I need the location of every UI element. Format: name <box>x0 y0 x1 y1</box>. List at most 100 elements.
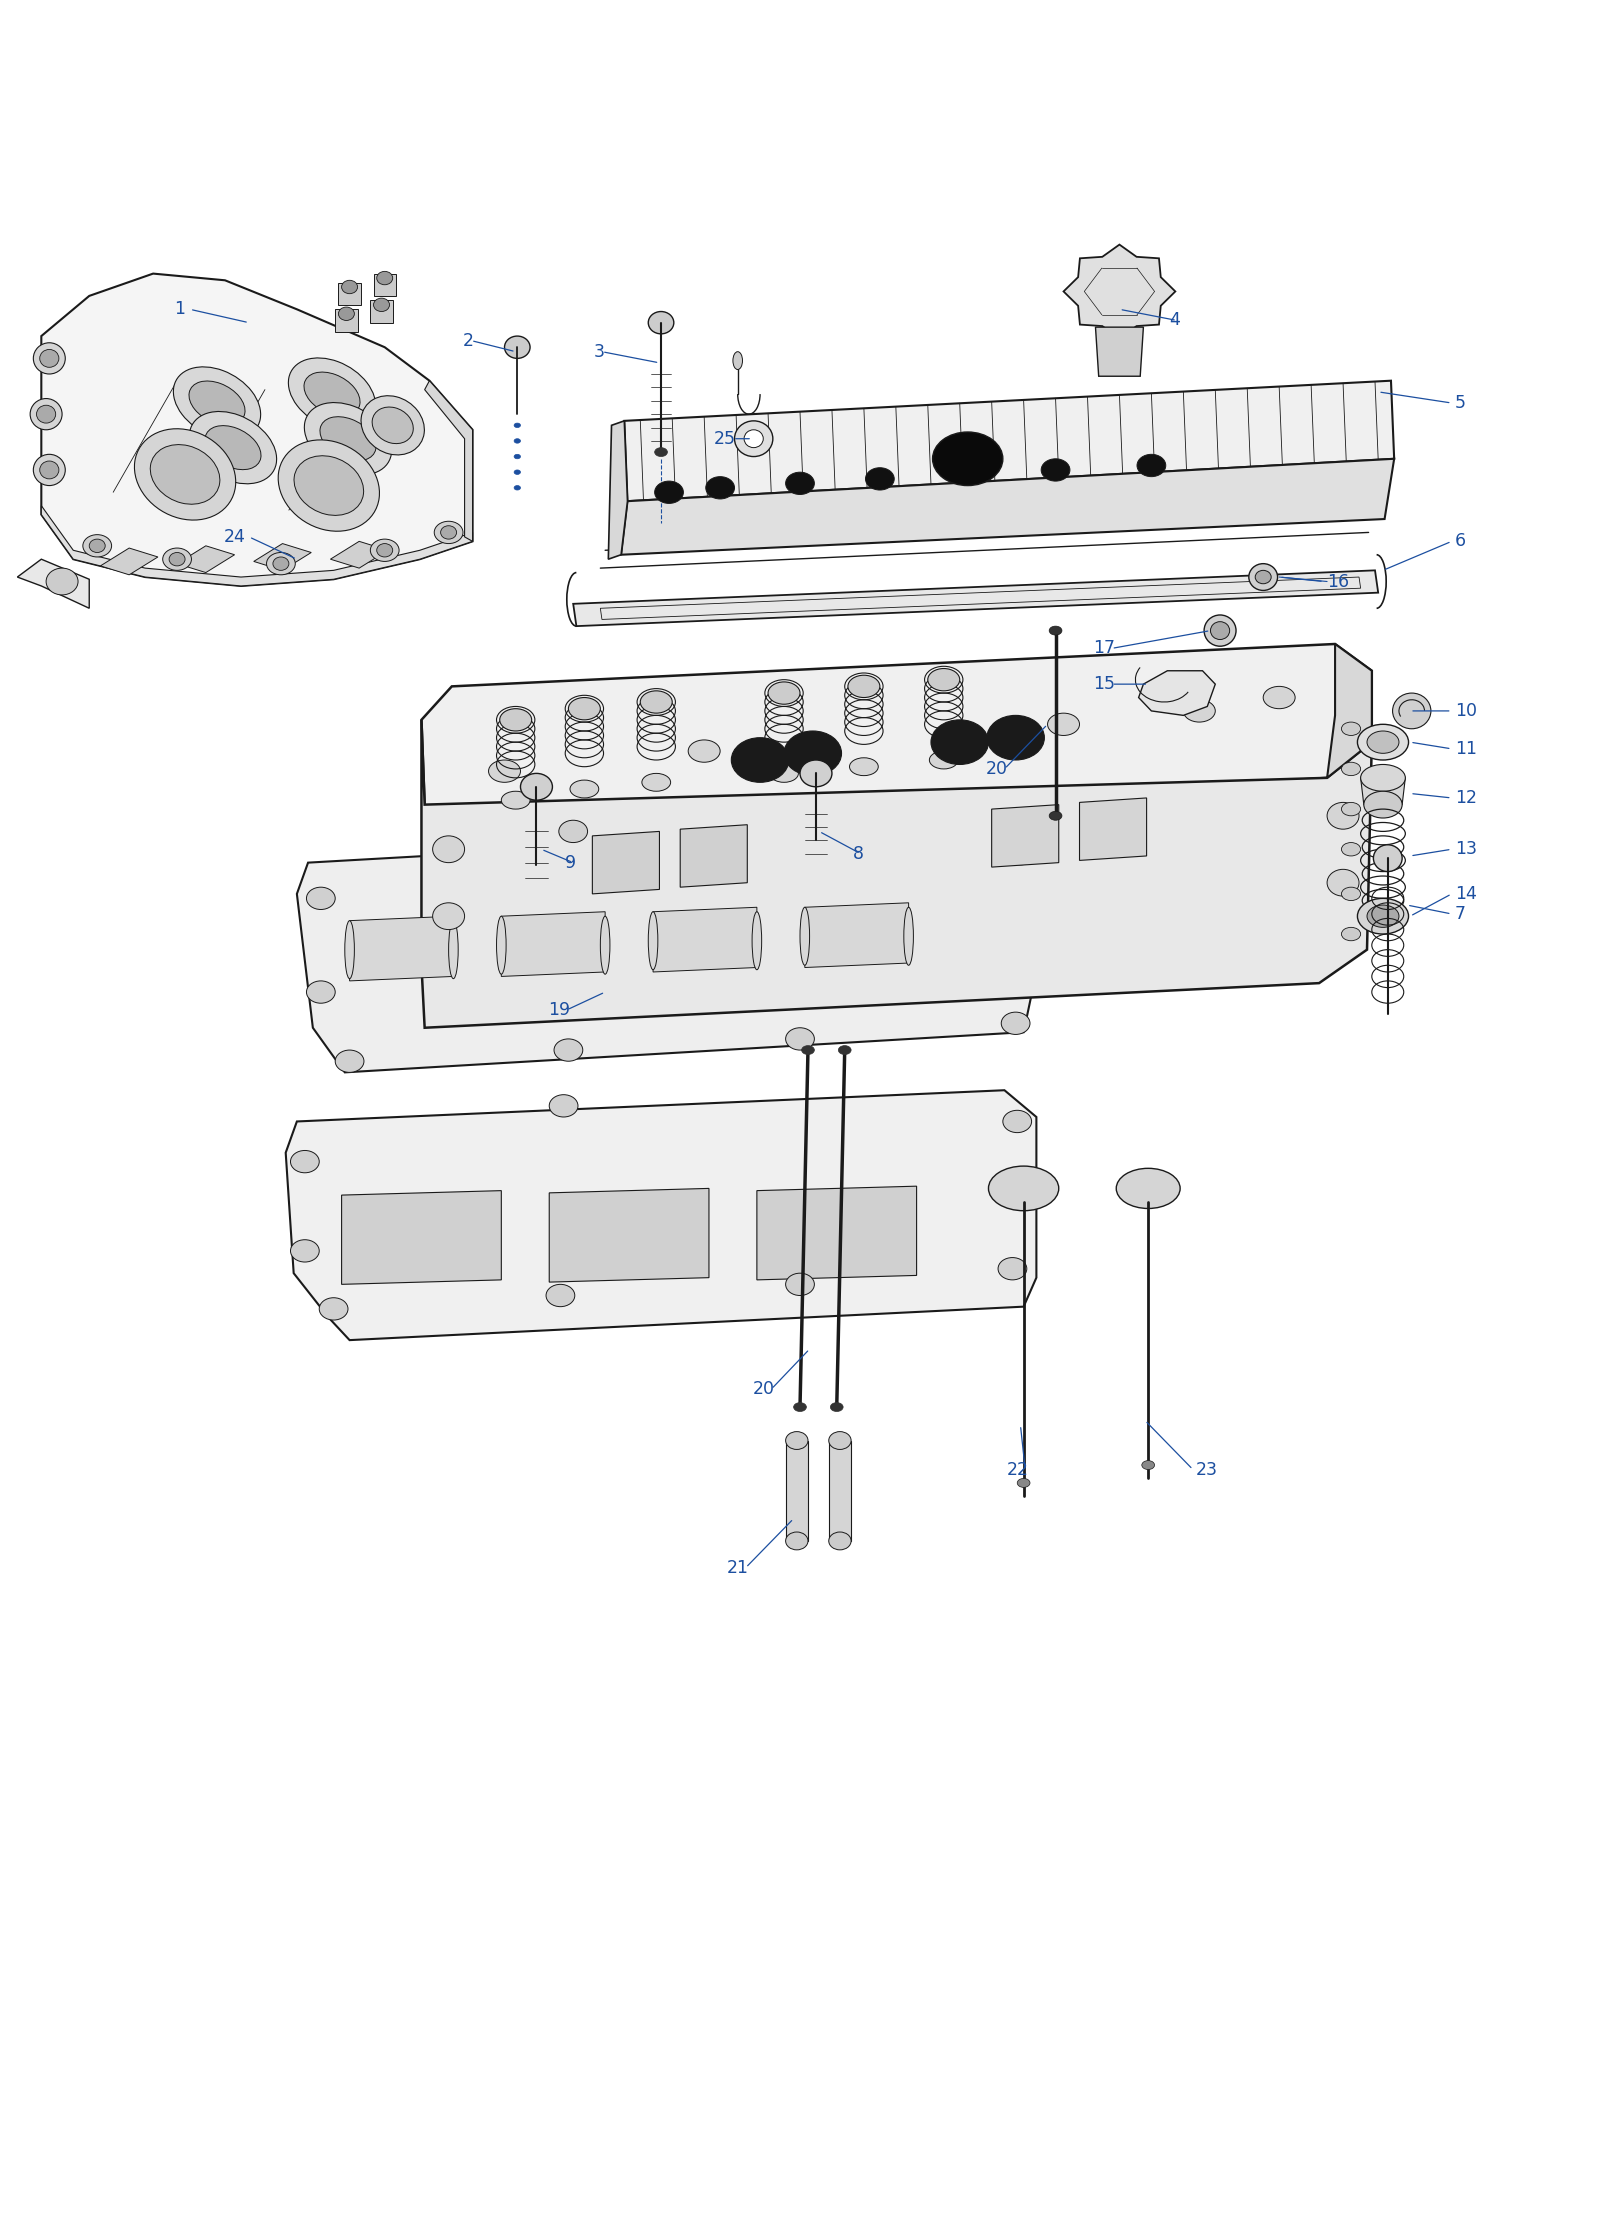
Ellipse shape <box>838 1046 851 1054</box>
Ellipse shape <box>1341 887 1360 900</box>
Polygon shape <box>680 824 747 887</box>
Polygon shape <box>805 903 909 967</box>
Text: 17: 17 <box>1093 639 1115 657</box>
Ellipse shape <box>501 791 530 809</box>
Text: 4: 4 <box>1170 311 1181 328</box>
Ellipse shape <box>432 836 464 862</box>
Text: 13: 13 <box>1454 840 1477 858</box>
Ellipse shape <box>30 398 62 429</box>
Ellipse shape <box>866 467 894 489</box>
Text: 6: 6 <box>1454 532 1466 550</box>
Polygon shape <box>757 1186 917 1280</box>
Ellipse shape <box>850 757 878 775</box>
Ellipse shape <box>304 402 392 476</box>
Polygon shape <box>1064 244 1176 337</box>
Ellipse shape <box>1142 1461 1155 1470</box>
Ellipse shape <box>654 480 683 503</box>
Polygon shape <box>829 1441 851 1541</box>
Ellipse shape <box>600 916 610 974</box>
Polygon shape <box>286 1090 1037 1340</box>
Ellipse shape <box>1050 811 1062 820</box>
Ellipse shape <box>434 521 462 543</box>
Ellipse shape <box>288 357 376 431</box>
Ellipse shape <box>848 675 880 697</box>
Ellipse shape <box>307 981 336 1003</box>
Polygon shape <box>1326 643 1371 777</box>
Text: 19: 19 <box>547 1001 570 1019</box>
Polygon shape <box>424 380 472 541</box>
Ellipse shape <box>37 404 56 422</box>
Ellipse shape <box>733 351 742 369</box>
Ellipse shape <box>786 1432 808 1450</box>
Ellipse shape <box>341 279 357 293</box>
Ellipse shape <box>546 1285 574 1307</box>
Ellipse shape <box>1002 1012 1030 1034</box>
Ellipse shape <box>432 903 464 929</box>
Ellipse shape <box>373 407 413 445</box>
Ellipse shape <box>784 731 842 775</box>
Ellipse shape <box>933 431 1003 485</box>
Ellipse shape <box>40 460 59 478</box>
Ellipse shape <box>706 476 734 498</box>
Bar <box>336 308 357 331</box>
Ellipse shape <box>504 335 530 357</box>
Ellipse shape <box>1262 686 1294 708</box>
Ellipse shape <box>304 373 360 416</box>
Ellipse shape <box>189 382 245 424</box>
Polygon shape <box>178 545 235 572</box>
Ellipse shape <box>654 447 667 456</box>
Bar <box>370 299 392 322</box>
Ellipse shape <box>90 538 106 552</box>
Ellipse shape <box>274 556 290 570</box>
Polygon shape <box>786 1441 808 1541</box>
Ellipse shape <box>163 547 192 570</box>
Ellipse shape <box>734 420 773 456</box>
Ellipse shape <box>150 445 219 505</box>
Polygon shape <box>653 907 757 972</box>
Ellipse shape <box>205 427 261 469</box>
Ellipse shape <box>987 715 1045 760</box>
Text: 7: 7 <box>1454 905 1466 923</box>
Polygon shape <box>1096 326 1144 375</box>
Text: 20: 20 <box>986 760 1008 777</box>
Ellipse shape <box>173 366 261 440</box>
Ellipse shape <box>1341 802 1360 815</box>
Ellipse shape <box>998 1258 1027 1280</box>
Polygon shape <box>101 547 158 574</box>
Ellipse shape <box>1006 842 1035 865</box>
Text: 5: 5 <box>1454 393 1466 411</box>
Ellipse shape <box>373 297 389 311</box>
Ellipse shape <box>802 1046 814 1054</box>
Text: 24: 24 <box>224 527 246 545</box>
Ellipse shape <box>768 681 800 704</box>
Ellipse shape <box>731 737 789 782</box>
Ellipse shape <box>1250 563 1277 590</box>
Polygon shape <box>501 911 605 976</box>
Ellipse shape <box>786 1273 814 1296</box>
Ellipse shape <box>1366 731 1398 753</box>
Ellipse shape <box>278 440 379 532</box>
Ellipse shape <box>496 916 506 974</box>
Polygon shape <box>624 380 1394 500</box>
Ellipse shape <box>1341 842 1360 856</box>
Ellipse shape <box>648 911 658 970</box>
Ellipse shape <box>170 552 186 565</box>
Ellipse shape <box>1018 1479 1030 1488</box>
Polygon shape <box>42 505 472 585</box>
Ellipse shape <box>1366 905 1398 927</box>
Ellipse shape <box>642 773 670 791</box>
Ellipse shape <box>307 887 336 909</box>
Ellipse shape <box>291 1240 320 1262</box>
Text: 23: 23 <box>1197 1461 1218 1479</box>
Ellipse shape <box>320 1298 347 1320</box>
Ellipse shape <box>904 907 914 965</box>
Polygon shape <box>608 420 627 558</box>
Ellipse shape <box>1117 1168 1181 1209</box>
Ellipse shape <box>370 538 398 561</box>
Ellipse shape <box>344 920 354 978</box>
Ellipse shape <box>800 760 832 786</box>
Bar <box>373 273 395 295</box>
Polygon shape <box>421 643 1371 831</box>
Ellipse shape <box>752 911 762 970</box>
Ellipse shape <box>1360 764 1405 791</box>
